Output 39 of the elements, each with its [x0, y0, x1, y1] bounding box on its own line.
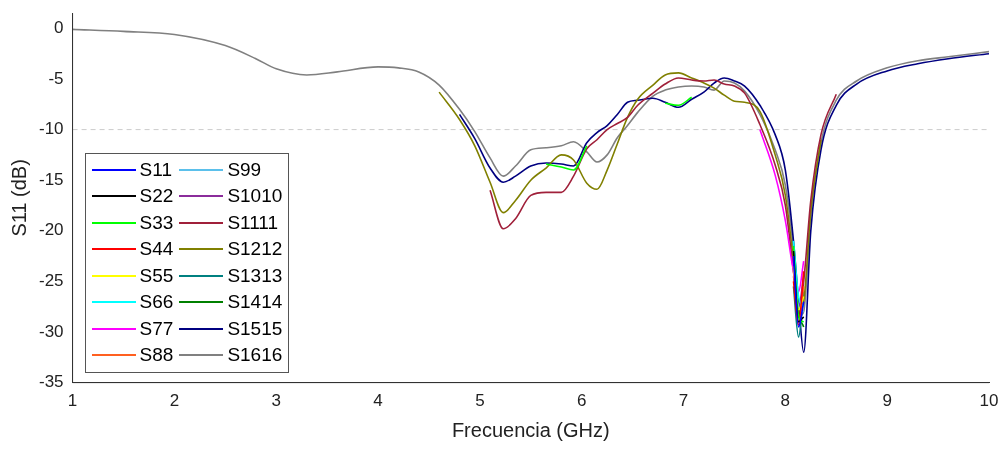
- y-axis-title: S11 (dB): [7, 159, 30, 237]
- x-tick-label: 9: [882, 391, 892, 411]
- y-tick-label: 0: [54, 18, 64, 38]
- legend-label: S11: [139, 157, 172, 182]
- x-tick-label: 3: [271, 391, 281, 411]
- legend-label: S1414: [227, 290, 283, 315]
- x-tick-label: 1: [67, 391, 78, 411]
- legend-label: S1515: [227, 316, 283, 341]
- x-tick-label: 2: [169, 391, 180, 411]
- y-tick-label: -35: [38, 372, 64, 392]
- x-tick-label: 7: [678, 391, 689, 411]
- legend-label: S99: [227, 157, 262, 182]
- y-tick-label: -10: [38, 119, 64, 139]
- y-tick-label: -5: [48, 68, 64, 88]
- legend-label: S66: [139, 290, 174, 315]
- legend-label: S44: [139, 237, 174, 262]
- x-tick-label: 6: [576, 391, 587, 411]
- y-tick-label: -25: [38, 271, 64, 291]
- line-series: [759, 128, 805, 293]
- y-tick-label: -20: [38, 220, 64, 240]
- x-tick-label: 5: [475, 391, 485, 411]
- line-series: [458, 52, 989, 354]
- legend-label: S22: [139, 184, 174, 209]
- x-tick-label: 10: [979, 391, 999, 411]
- legend-label: S1616: [227, 343, 283, 368]
- legend-label: S1111: [227, 210, 279, 235]
- y-tick-label: -30: [38, 321, 64, 341]
- x-tick-label: 4: [373, 391, 383, 411]
- legend-label: S88: [139, 343, 174, 368]
- legend-label: S1010: [227, 184, 283, 209]
- legend-label: S1313: [227, 263, 283, 288]
- legend-label: S77: [139, 316, 174, 341]
- x-tick-label: 8: [780, 391, 791, 411]
- legend-label: S33: [139, 210, 174, 235]
- legend-label: S1212: [227, 237, 283, 262]
- legend-label: S55: [139, 263, 174, 288]
- y-tick-label: -15: [38, 169, 64, 189]
- line-series: [489, 77, 838, 313]
- x-axis-title: Frecuencia (GHz): [451, 418, 610, 441]
